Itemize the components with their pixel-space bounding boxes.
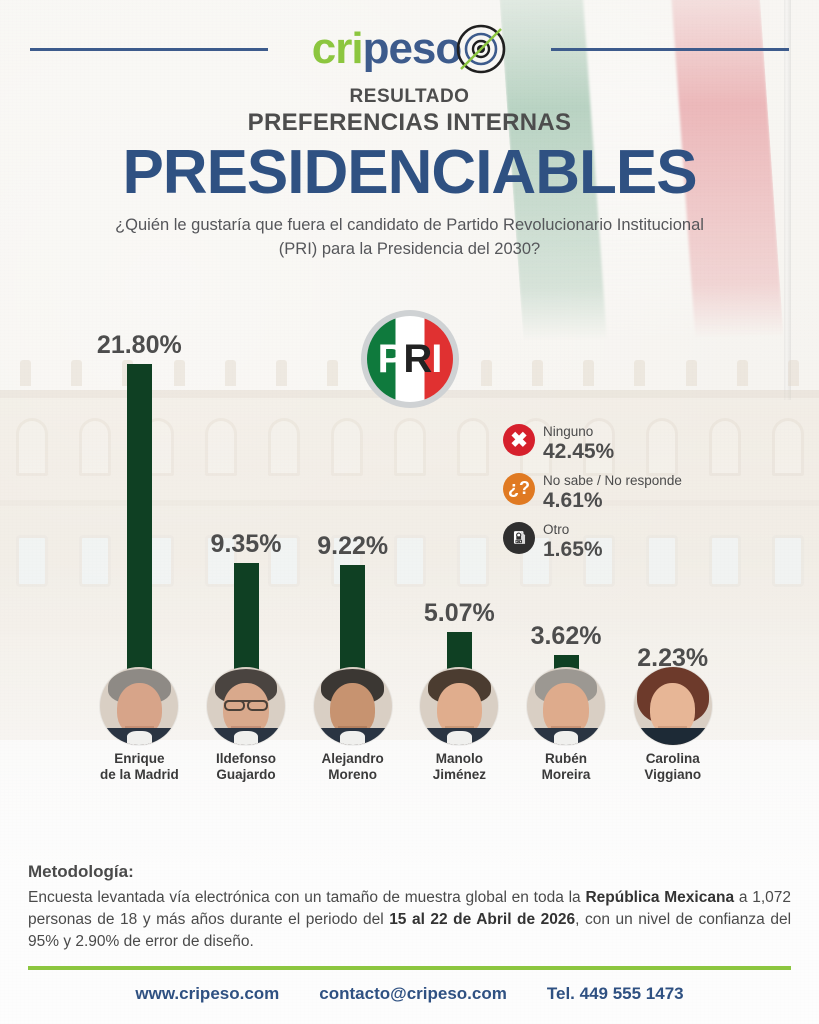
kicker-resultado: RESULTADO (349, 86, 470, 107)
logo-text-cri: cri (311, 24, 364, 73)
avatar (313, 667, 392, 745)
legend-value: 4.61% (543, 488, 603, 512)
candidate-name-line1: Ildefonso (216, 751, 276, 766)
candidate-name-line2: Moreno (328, 767, 378, 783)
candidate-item[interactable]: Rubén Moreira (513, 667, 620, 787)
footer-phone[interactable]: Tel. 449 555 1473 (546, 984, 684, 1003)
bar-column[interactable]: 21.80% (86, 331, 193, 713)
pri-flag-circle: P R I (366, 316, 453, 402)
candidate-item[interactable]: Ildefonso Guajardo (193, 667, 300, 787)
methodology-text-part1: Encuesta levantada vía electrónica con u… (28, 889, 586, 906)
candidate-name: Rubén Moreira (542, 751, 591, 783)
candidate-name: Ildefonso Guajardo (216, 751, 276, 783)
legend-item-otro[interactable]: Otro 1.65% (503, 521, 753, 562)
methodology-text-part2: a 1,072 personas de 18 y más años durant… (28, 889, 791, 928)
candidate-name-line1: Enrique (114, 751, 165, 766)
bar-value-label: 9.35% (210, 530, 282, 559)
bar-column[interactable]: 5.07% (406, 361, 513, 713)
cripeso-logo[interactable]: cri peso (312, 23, 508, 75)
methodology-section: Metodología: Encuesta levantada vía elec… (0, 862, 819, 953)
methodology-bold-region: República Mexicana (585, 889, 735, 906)
candidate-item[interactable]: Carolina Viggiano (619, 667, 726, 787)
candidate-name: Enrique de la Madrid (100, 751, 179, 783)
legend-icon-glyph: ✖ (510, 428, 528, 452)
footer-divider (28, 966, 791, 970)
bar-value-label: 21.80% (96, 331, 182, 360)
poster-footer: www.cripeso.com contacto@cripeso.com Tel… (0, 984, 819, 1004)
candidate-name-line2: Viggiano (644, 767, 702, 783)
bar-value-label: 5.07% (423, 598, 495, 627)
candidate-item[interactable]: Manolo Jiménez (406, 667, 513, 787)
radar-target-icon (455, 23, 507, 75)
bar-value-label: 9.22% (317, 532, 389, 561)
footer-email[interactable]: contacto@cripeso.com (319, 984, 507, 1003)
methodology-bold-dates: 15 al 22 de Abril de 2026 (389, 911, 576, 928)
avatar (420, 667, 499, 745)
pri-party-badge: P R I (360, 310, 459, 408)
avatar (633, 667, 712, 745)
legend-value: 1.65% (543, 537, 603, 561)
bar-chart: 21.80% 9.35% 9.22% 5.07% 3.62% 2.23% (0, 331, 819, 845)
candidate-name-line2: de la Madrid (99, 767, 179, 783)
kicker-preferencias: PREFERENCIAS INTERNAS (247, 109, 572, 136)
legend-label: No sabe / No responde (543, 472, 682, 488)
candidate-name-line2: Moreira (541, 767, 591, 783)
pri-letter-p: P (377, 337, 405, 381)
legend: ✖ Ninguno 42.45% ¿? No sabe / No respond… (503, 424, 753, 571)
methodology-text-part3: , con un nivel de confianza del 95% y 2.… (28, 911, 792, 950)
ballot-box-circle-icon (503, 521, 535, 554)
legend-icon-glyph: ¿? (508, 478, 530, 499)
candidate-name-line1: Manolo (435, 751, 483, 766)
survey-question: ¿Quién le gustaría que fuera el candidat… (115, 216, 704, 259)
header-rule-left (30, 48, 268, 51)
candidate-name-line1: Carolina (645, 751, 700, 766)
poster-header: cri peso RESULTADO PREFERENCIAS INTERNAS… (0, 0, 819, 262)
logo-row: cri peso (0, 18, 819, 80)
candidate-name-line1: Rubén (545, 751, 588, 766)
pri-letter-r: R (403, 337, 432, 381)
legend-item-ninguno[interactable]: ✖ Ninguno 42.45% (503, 424, 753, 464)
avatar (527, 667, 606, 745)
avatar (100, 667, 179, 745)
methodology-title: Metodología: (28, 862, 134, 881)
page-title: PRESIDENCIABLES (122, 138, 697, 207)
candidate-name: Manolo Jiménez (433, 751, 486, 783)
candidate-name: Alejandro Moreno (322, 751, 384, 783)
question-mark-circle-icon: ¿? (503, 472, 535, 505)
candidate-item[interactable]: Alejandro Moreno (299, 667, 406, 787)
legend-item-no-sabe[interactable]: ¿? No sabe / No responde 4.61% (503, 472, 753, 513)
candidate-name-line1: Alejandro (321, 751, 384, 766)
glasses-icon (224, 699, 268, 712)
candidate-name: Carolina Viggiano (644, 751, 701, 783)
bar-column[interactable]: 9.22% (299, 361, 406, 713)
pri-letter-i: I (431, 337, 442, 381)
avatar (207, 667, 285, 745)
candidate-row: Enrique de la Madrid Ildefonso Guajardo (86, 667, 726, 787)
candidate-name-line2: Jiménez (432, 767, 486, 783)
methodology-text: Encuesta levantada vía electrónica con u… (28, 887, 791, 953)
legend-label: Ninguno (543, 424, 594, 439)
legend-value: 42.45% (543, 439, 615, 463)
red-cross-circle-icon: ✖ (503, 424, 535, 456)
header-rule-right (551, 48, 789, 51)
candidate-item[interactable]: Enrique de la Madrid (86, 667, 193, 787)
legend-label: Otro (543, 521, 570, 537)
candidate-name-line2: Guajardo (216, 767, 276, 783)
bar-rect (126, 364, 152, 713)
bar-value-label: 3.62% (530, 622, 602, 651)
pri-letters: P R I (367, 316, 453, 402)
footer-website[interactable]: www.cripeso.com (135, 984, 280, 1003)
logo-text-peso: peso (362, 24, 463, 73)
